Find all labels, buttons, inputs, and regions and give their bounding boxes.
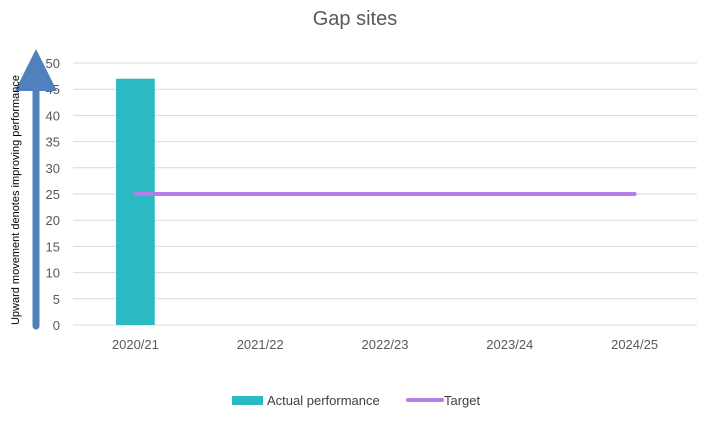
x-tick-label: 2021/22 [237, 337, 284, 352]
y-tick-label: 45 [46, 82, 60, 97]
bar-series [116, 78, 155, 325]
y-tick-label: 35 [46, 135, 60, 150]
legend: Actual performance Target [232, 393, 481, 408]
y-tick-label: 25 [46, 187, 60, 202]
y-tick-label: 50 [46, 56, 60, 71]
y-axis-label: Upward movement denotes improving perfor… [10, 75, 22, 325]
legend-label-target: Target [444, 393, 481, 408]
y-tick-label: 20 [46, 213, 60, 228]
y-tick-label: 40 [46, 108, 60, 123]
chart-title: Gap sites [313, 8, 397, 30]
y-tick-label: 15 [46, 239, 60, 254]
x-tick-label: 2023/24 [486, 337, 533, 352]
bar [116, 78, 155, 325]
y-tick-label: 5 [53, 292, 60, 307]
y-tick-label: 30 [46, 161, 60, 176]
y-tick-label: 0 [53, 318, 60, 333]
gridlines [73, 62, 697, 300]
x-tick-label: 2024/25 [611, 337, 658, 352]
legend-label-actual: Actual performance [267, 393, 380, 408]
y-tick-label: 10 [46, 266, 60, 281]
x-tick-label: 2020/21 [112, 337, 159, 352]
y-axis-ticks: 0 5 10 15 20 25 30 35 40 45 50 [46, 56, 60, 333]
x-tick-label: 2022/23 [362, 337, 409, 352]
x-axis-ticks: 2020/21 2021/22 2022/23 2023/24 2024/25 [112, 337, 658, 352]
legend-swatch-actual [232, 396, 263, 405]
